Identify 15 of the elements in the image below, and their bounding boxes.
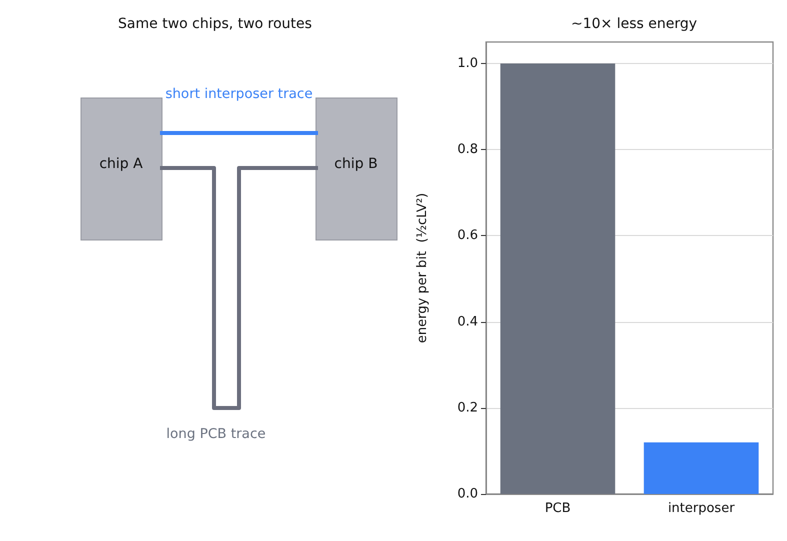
y-tick-label: 0.8	[457, 142, 478, 158]
y-tick-label: 1.0	[457, 56, 478, 72]
text: chip A	[99, 156, 144, 172]
text: long PCB trace	[166, 426, 266, 442]
x-tick-label: interposer	[668, 501, 736, 516]
text: chip B	[334, 156, 378, 172]
y-tick-label: 0.0	[457, 486, 478, 502]
chart-title: ~10× less energy	[570, 16, 698, 32]
y-tick-label: 0.2	[457, 400, 478, 416]
y-tick-label: 0.6	[457, 228, 478, 244]
x-tick-label: PCB	[544, 501, 571, 516]
text: short interposer trace	[165, 86, 313, 102]
y-tick-label: 0.4	[457, 314, 478, 330]
text: Same two chips, two routes	[118, 16, 312, 32]
y-axis-title: energy per bit (½cLV²)	[415, 192, 430, 344]
